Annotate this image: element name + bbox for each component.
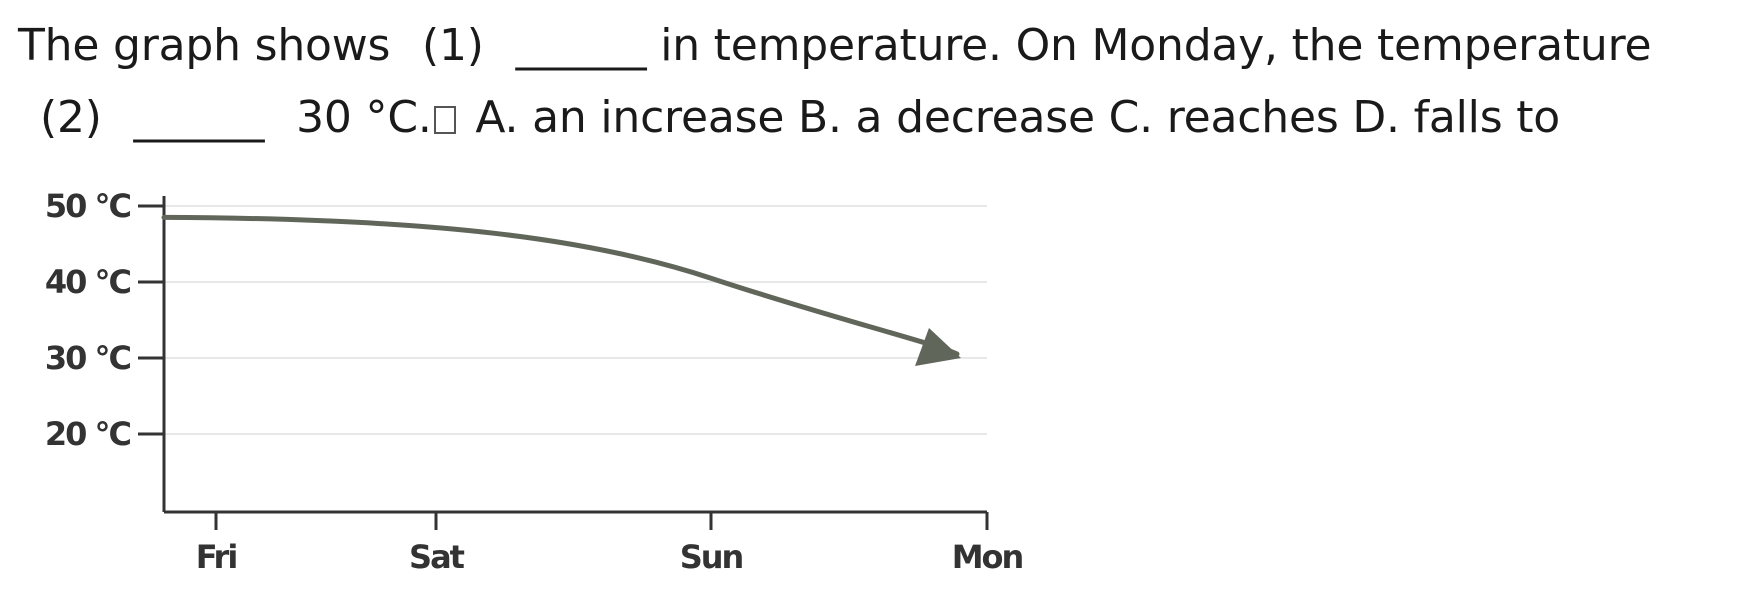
x-tick-label: Fri	[196, 538, 237, 576]
series-line	[161, 214, 960, 357]
y-tick-label: 20 °C	[45, 415, 131, 453]
temperature-chart: 20 °C 30 °C 40 °C 50 °C Fri Sat Sun Mon	[45, 187, 1025, 576]
y-tick-label: 40 °C	[45, 263, 131, 301]
blank-2-number: (2)	[40, 92, 102, 143]
question-text: The graph shows (1) ______ in temperatur…	[18, 10, 1738, 154]
gridlines	[164, 205, 987, 435]
x-tick-label: Sat	[409, 538, 465, 576]
x-tick-label: Mon	[952, 538, 1023, 576]
question-line-1: The graph shows (1) ______ in temperatur…	[18, 10, 1738, 82]
blank-1-number: (1)	[422, 20, 484, 71]
blank-2: ______	[133, 92, 265, 143]
axes	[162, 196, 987, 514]
question-after: 30 °C.	[296, 92, 432, 143]
y-tick-label: 30 °C	[45, 339, 131, 377]
x-tick-label: Sun	[680, 538, 743, 576]
answer-options: A. an increase B. a decrease C. reaches …	[475, 92, 1560, 143]
missing-glyph-box	[433, 106, 456, 134]
x-axis-ticks: Fri Sat Sun Mon	[196, 512, 1025, 576]
y-tick-label: 50 °C	[45, 187, 131, 225]
question-middle: in temperature. On Monday, the temperatu…	[660, 20, 1652, 71]
series	[161, 214, 961, 366]
blank-1: ______	[515, 20, 647, 71]
question-line-2: (2) ______ 30 °C. A. an increase B. a de…	[18, 82, 1738, 154]
arrowhead	[915, 328, 961, 366]
question-prefix: The graph shows	[18, 20, 391, 71]
y-axis-ticks: 20 °C 30 °C 40 °C 50 °C	[45, 187, 164, 453]
